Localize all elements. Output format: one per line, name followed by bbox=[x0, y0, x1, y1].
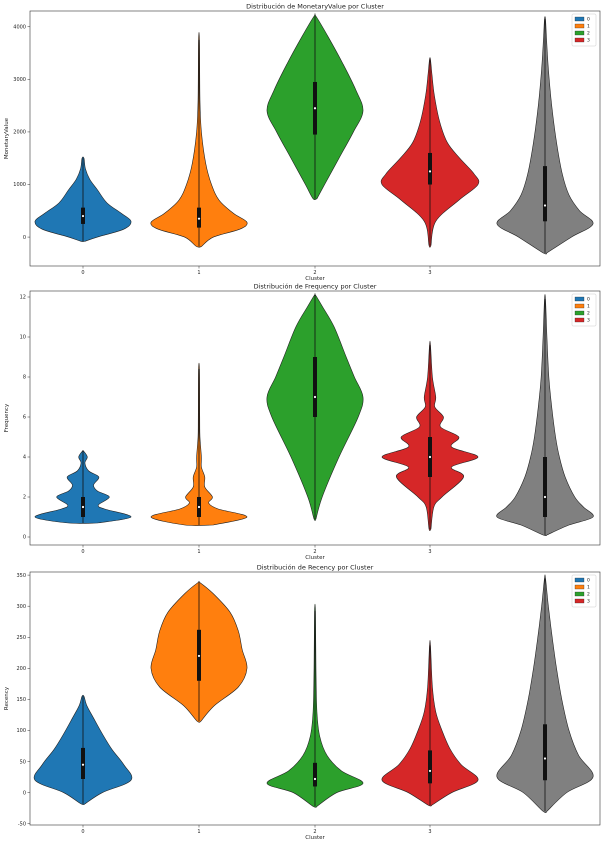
x-axis-label: Cluster bbox=[305, 555, 325, 561]
x-tick-label: 2 bbox=[313, 549, 316, 555]
violin-iqr-4 bbox=[543, 724, 547, 781]
x-tick-label: 2 bbox=[313, 829, 316, 835]
violin-iqr-4 bbox=[543, 166, 547, 222]
violin-iqr-2 bbox=[313, 357, 317, 417]
y-tick-label: 6 bbox=[23, 415, 26, 421]
legend-label: 2 bbox=[587, 311, 590, 317]
violin-median-2 bbox=[313, 395, 317, 399]
legend-label: 3 bbox=[587, 318, 590, 324]
violin-median-1 bbox=[197, 217, 201, 220]
y-axis-label: Recency bbox=[4, 686, 10, 710]
legend-label: 2 bbox=[587, 592, 590, 598]
legend-swatch bbox=[574, 310, 585, 316]
violin-median-3 bbox=[428, 455, 432, 459]
x-tick-label: 3 bbox=[428, 829, 431, 835]
violin-median-0 bbox=[81, 505, 85, 509]
violin-iqr-4 bbox=[543, 457, 547, 517]
y-tick-label: 50 bbox=[20, 759, 26, 765]
x-tick-label: 2 bbox=[313, 270, 316, 276]
legend-label: 0 bbox=[587, 578, 590, 584]
y-axis-label: MonetaryValue bbox=[4, 117, 10, 159]
legend-label: 1 bbox=[587, 304, 590, 310]
violin-median-3 bbox=[428, 170, 432, 173]
y-tick-label: 2 bbox=[23, 495, 26, 501]
y-axis-label: Frequency bbox=[4, 403, 10, 432]
violin-iqr-2 bbox=[313, 762, 317, 787]
legend-label: 0 bbox=[587, 297, 590, 303]
chart-title: Distribución de MonetaryValue por Cluste… bbox=[246, 3, 384, 11]
legend-label: 1 bbox=[587, 24, 590, 30]
violin-median-0 bbox=[81, 763, 85, 766]
y-tick-label: 8 bbox=[23, 375, 26, 381]
y-tick-label: 4000 bbox=[13, 24, 26, 30]
x-axis-label: Cluster bbox=[305, 276, 325, 282]
legend-swatch bbox=[574, 584, 585, 590]
y-tick-label: 1000 bbox=[13, 182, 26, 188]
y-tick-label: 0 bbox=[23, 535, 26, 541]
x-tick-label: 1 bbox=[197, 549, 200, 555]
y-tick-label: 12 bbox=[20, 295, 26, 301]
violin-iqr-3 bbox=[428, 152, 432, 185]
chart-title: Distribución de Frequency por Cluster bbox=[254, 283, 377, 291]
x-axis-label: Cluster bbox=[305, 835, 325, 841]
x-tick-label: 0 bbox=[81, 270, 84, 276]
x-tick-label: 1 bbox=[197, 270, 200, 276]
violin-median-2 bbox=[313, 777, 317, 781]
y-tick-label: -50 bbox=[18, 821, 26, 827]
y-tick-label: 100 bbox=[16, 728, 26, 734]
x-tick-label: 1 bbox=[197, 829, 200, 835]
legend-swatch bbox=[574, 303, 585, 309]
legend-swatch bbox=[574, 577, 585, 583]
x-tick-label: 3 bbox=[428, 549, 431, 555]
legend-swatch bbox=[574, 591, 585, 597]
y-tick-label: 3000 bbox=[13, 77, 26, 83]
violin-median-2 bbox=[313, 107, 317, 110]
legend-label: 2 bbox=[587, 31, 590, 37]
legend-swatch bbox=[574, 37, 585, 43]
y-tick-label: 2000 bbox=[13, 130, 26, 136]
legend-label: 0 bbox=[587, 17, 590, 23]
violin-median-1 bbox=[197, 654, 201, 658]
x-tick-label: 0 bbox=[81, 549, 84, 555]
legend-swatch bbox=[574, 30, 585, 36]
violin-median-3 bbox=[428, 769, 432, 773]
y-tick-label: 4 bbox=[23, 455, 26, 461]
legend-swatch bbox=[574, 598, 585, 604]
violin-median-4 bbox=[543, 204, 547, 207]
y-tick-label: 10 bbox=[20, 335, 26, 341]
x-tick-label: 0 bbox=[81, 829, 84, 835]
legend-swatch bbox=[574, 296, 585, 302]
y-tick-label: 200 bbox=[16, 666, 26, 672]
x-tick-label: 3 bbox=[428, 270, 431, 276]
chart-title: Distribución de Recency por Cluster bbox=[257, 564, 374, 572]
violin-median-0 bbox=[81, 214, 85, 218]
violin-median-4 bbox=[543, 495, 547, 499]
legend-swatch bbox=[574, 23, 585, 29]
y-tick-label: 0 bbox=[23, 235, 26, 241]
violin-chart-2: Distribución de Recency por Cluster -50 0 5… bbox=[4, 564, 601, 841]
violin-chart-1: Distribución de Frequency por Cluster 0 2 4… bbox=[4, 283, 601, 561]
violin-median-1 bbox=[197, 505, 201, 509]
legend-label: 3 bbox=[587, 599, 590, 605]
violin-median-4 bbox=[543, 757, 547, 760]
y-tick-label: 300 bbox=[16, 604, 26, 610]
y-tick-label: 150 bbox=[16, 697, 26, 703]
y-tick-label: 250 bbox=[16, 635, 26, 641]
legend-swatch bbox=[574, 317, 585, 323]
legend-swatch bbox=[574, 16, 585, 22]
violin-chart-0: Distribución de MonetaryValue por Cluste… bbox=[4, 3, 601, 282]
y-tick-label: 350 bbox=[16, 573, 26, 579]
violin-iqr-0 bbox=[81, 747, 85, 779]
y-tick-label: 0 bbox=[23, 790, 26, 796]
legend-label: 3 bbox=[587, 38, 590, 44]
legend-label: 1 bbox=[587, 585, 590, 591]
violin-iqr-3 bbox=[428, 750, 432, 784]
